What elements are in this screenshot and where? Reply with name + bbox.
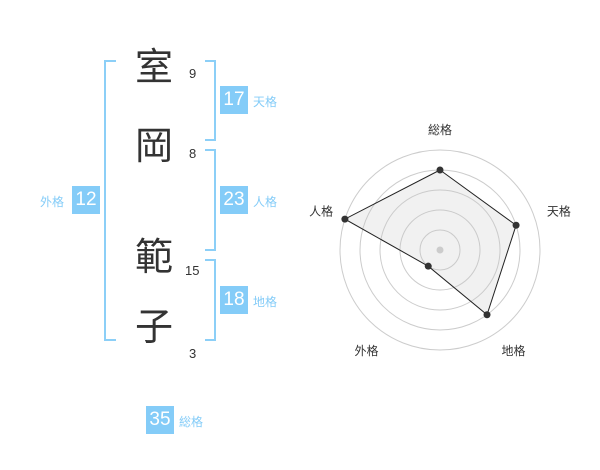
name-char-2: 岡 bbox=[134, 124, 173, 168]
stroke-count-3: 15 bbox=[185, 263, 200, 278]
tenkaku-value: 17 bbox=[220, 86, 248, 114]
stroke-count-1: 9 bbox=[189, 66, 197, 81]
radar-axis-label: 外格 bbox=[355, 343, 379, 358]
chikaku-label: 地格 bbox=[253, 295, 278, 309]
tenkaku-label: 天格 bbox=[253, 95, 278, 109]
jinkaku-bracket bbox=[214, 149, 216, 251]
stroke-count-2: 8 bbox=[189, 146, 197, 161]
bracket-tick bbox=[205, 249, 215, 251]
radar-axis-label: 人格 bbox=[309, 203, 333, 218]
radar-area bbox=[343, 169, 517, 316]
chikaku-value: 18 bbox=[220, 286, 248, 314]
radar-point-2 bbox=[512, 221, 520, 229]
bracket-tick bbox=[205, 139, 215, 141]
radar-axis-label: 総格 bbox=[428, 122, 452, 137]
radar-ring bbox=[379, 189, 501, 311]
gaikaku-value: 12 bbox=[72, 186, 100, 214]
radar-axis-label: 天格 bbox=[547, 203, 571, 218]
radar-point-4 bbox=[424, 262, 432, 270]
bracket-tick bbox=[104, 60, 116, 62]
bracket-tick bbox=[104, 339, 116, 341]
bracket-tick bbox=[205, 339, 215, 341]
chikaku-bracket bbox=[214, 259, 216, 341]
gaikaku-label: 外格 bbox=[40, 195, 65, 209]
radar-center bbox=[436, 246, 444, 254]
radar-point-1 bbox=[436, 166, 444, 174]
radar-axis-label: 地格 bbox=[501, 343, 525, 358]
stroke-count-4: 3 bbox=[189, 346, 197, 361]
bracket-tick bbox=[205, 149, 215, 151]
name-char-1: 室 bbox=[134, 45, 173, 89]
bracket-tick bbox=[205, 259, 215, 261]
jinkaku-label: 人格 bbox=[253, 195, 278, 209]
soukaku-value: 35 bbox=[146, 406, 174, 434]
radar-ring bbox=[419, 229, 461, 271]
radar-point-3 bbox=[483, 311, 491, 319]
tenkaku-bracket bbox=[214, 60, 216, 141]
soukaku-label: 総格 bbox=[179, 415, 204, 429]
bracket-tick bbox=[205, 60, 215, 62]
radar-point-5 bbox=[341, 215, 349, 223]
name-char-3: 範 bbox=[134, 235, 173, 279]
jinkaku-value: 23 bbox=[220, 186, 248, 214]
radar-ring bbox=[339, 149, 541, 351]
name-char-4: 子 bbox=[134, 305, 173, 349]
gaikaku-bracket bbox=[104, 60, 106, 341]
